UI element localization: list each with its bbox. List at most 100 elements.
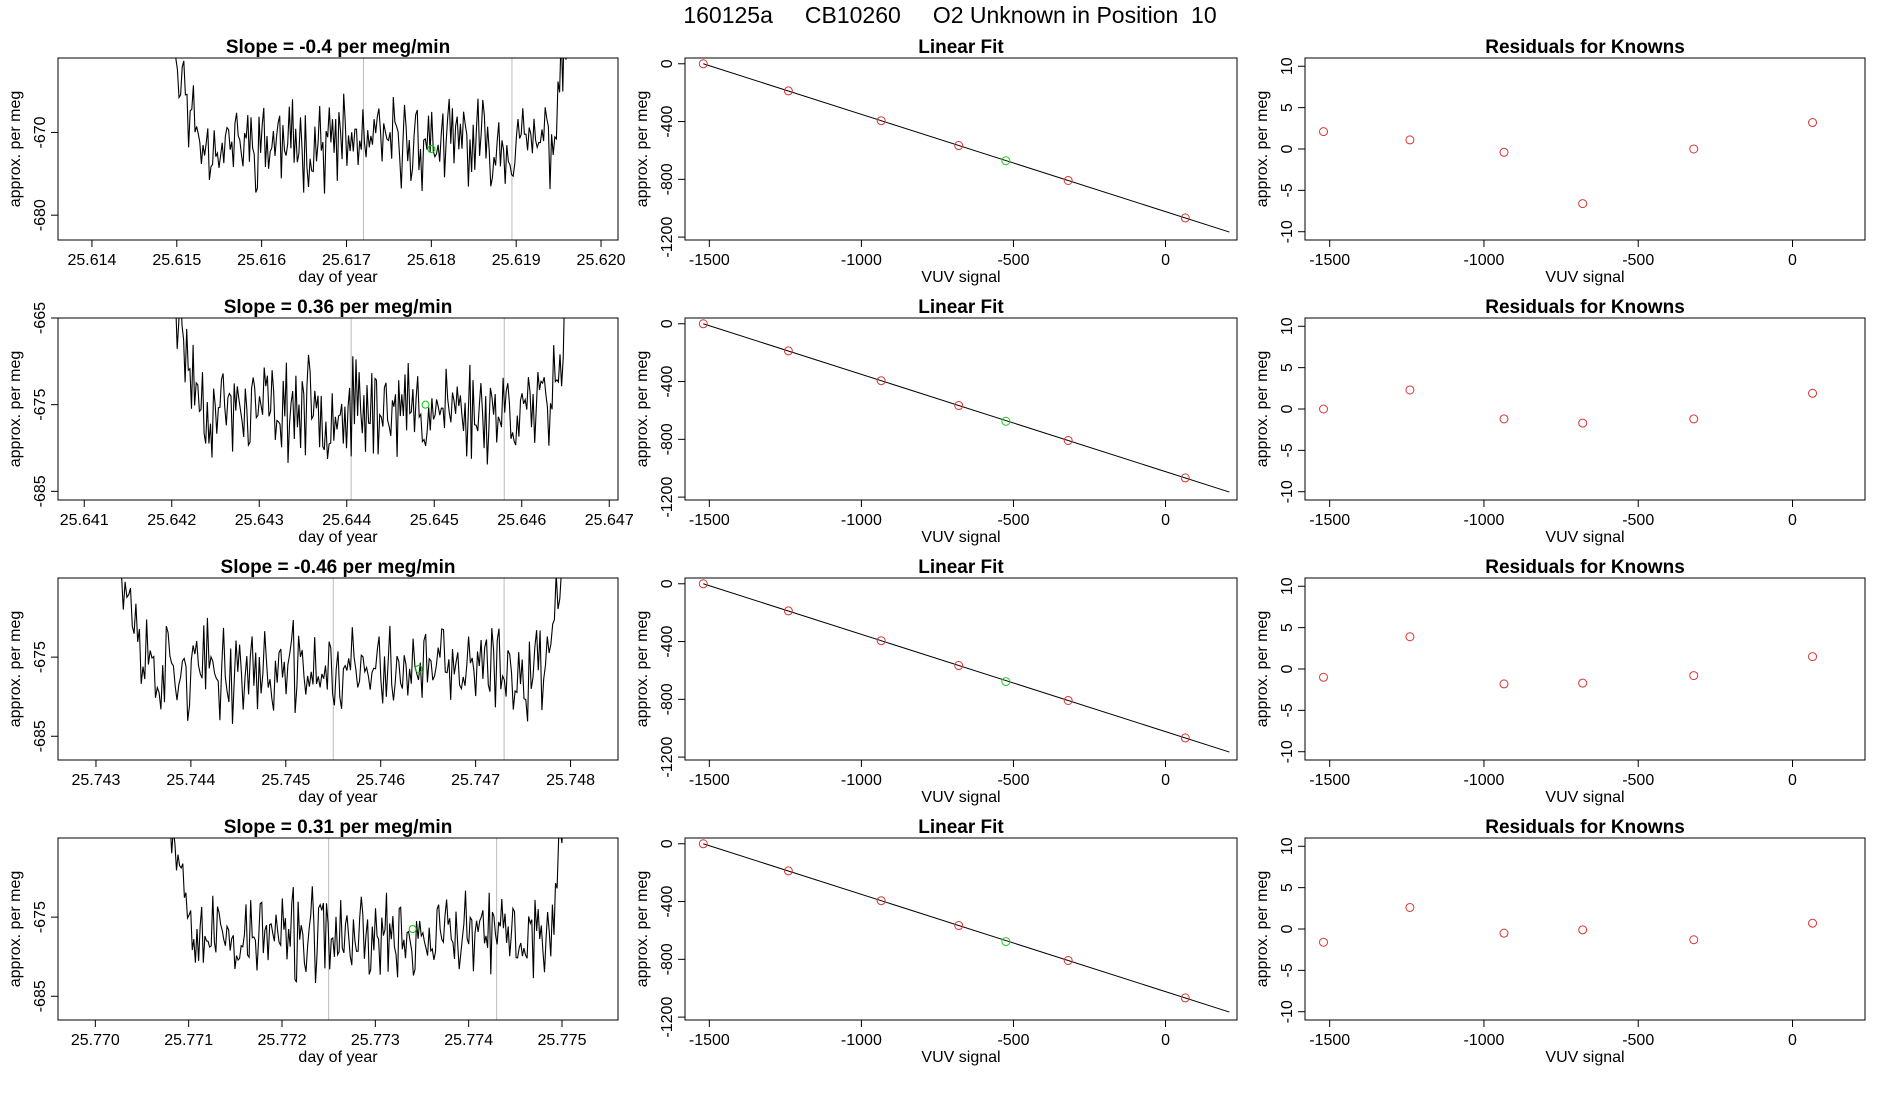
plot-area — [1319, 902, 1818, 947]
y-tick-label: -800 — [659, 943, 676, 975]
x-tick-label: 25.620 — [577, 252, 626, 269]
x-tick-label: 25.645 — [410, 512, 459, 529]
x-tick-label: 25.747 — [451, 772, 500, 789]
y-tick-label: -10 — [1279, 220, 1296, 243]
plot-frame — [1304, 577, 1866, 761]
known-point — [1180, 993, 1190, 1003]
panel-title: Residuals for Knowns — [1485, 297, 1685, 318]
x-tick-label: 25.743 — [71, 772, 120, 789]
y-axis-label: approx. per meg — [7, 91, 24, 208]
x-tick-label: -1000 — [1463, 252, 1504, 269]
x-axis-label: day of year — [298, 1049, 378, 1066]
data-trace — [170, 838, 563, 984]
chart-panel-2: Linear Fit -1500 -1000 -500 0 0 -400 -800 -1200 V… — [634, 37, 1238, 286]
y-tick-label: -685 — [32, 475, 49, 507]
x-tick-label: -1000 — [841, 1032, 882, 1049]
residual-point — [1808, 652, 1818, 662]
known-point — [954, 661, 964, 671]
known-point — [876, 376, 886, 386]
residual-point — [1578, 678, 1588, 688]
residual-point — [1405, 385, 1415, 395]
x-tick-label: 0 — [1161, 1032, 1170, 1049]
x-tick-label: 25.770 — [71, 1032, 120, 1049]
chart-panel-12: Residuals for Knowns -1500 -1000 -500 0 10 5 0 -… — [1254, 817, 1866, 1066]
x-tick-label: -1000 — [841, 772, 882, 789]
y-tick-label: -400 — [659, 885, 676, 917]
y-axis-label: approx. per meg — [634, 91, 651, 208]
x-tick-label: -1000 — [841, 512, 882, 529]
unknown-marker — [427, 145, 436, 153]
plot-frame — [684, 837, 1238, 1021]
plot-area — [121, 578, 562, 760]
x-tick-label: 25.641 — [60, 512, 109, 529]
x-tick-label: 25.773 — [351, 1032, 400, 1049]
panel-title: Residuals for Knowns — [1485, 37, 1685, 58]
x-tick-label: 0 — [1788, 1032, 1797, 1049]
x-axis-label: VUV signal — [1545, 269, 1624, 286]
x-tick-label: 25.617 — [322, 252, 371, 269]
x-tick-label: -1000 — [841, 252, 882, 269]
y-tick-label: 5 — [1279, 883, 1296, 892]
plot-area — [698, 319, 1230, 493]
plot-area — [698, 59, 1230, 233]
residual-point — [1578, 925, 1588, 935]
y-tick-label: 10 — [1279, 57, 1296, 75]
x-tick-label: 25.646 — [497, 512, 546, 529]
residual-point — [1578, 199, 1588, 209]
x-tick-label: 0 — [1161, 512, 1170, 529]
residual-point — [1689, 144, 1699, 154]
x-tick-label: 25.746 — [356, 772, 405, 789]
x-tick-label: 25.744 — [166, 772, 215, 789]
x-tick-label: 25.644 — [322, 512, 371, 529]
y-tick-label: -1200 — [659, 997, 676, 1038]
known-point — [783, 86, 793, 96]
x-axis-label: VUV signal — [921, 269, 1000, 286]
unknown-marker — [421, 400, 430, 409]
x-tick-label: -500 — [1622, 1032, 1654, 1049]
x-tick-label: -500 — [1622, 252, 1654, 269]
y-axis-label: approx. per meg — [7, 351, 24, 468]
known-point — [1063, 175, 1073, 185]
panel-title: Slope = 0.31 per meg/min — [224, 817, 453, 838]
y-tick-label: -400 — [659, 625, 676, 657]
y-axis-label: approx. per meg — [1254, 871, 1271, 988]
plot-area — [170, 838, 563, 1020]
residual-point — [1499, 147, 1509, 157]
y-tick-label: 0 — [659, 579, 676, 588]
chart-panel-1: Slope = -0.4 per meg/min 25.614 25.615 25.6… — [7, 37, 626, 286]
x-tick-label: 25.647 — [585, 512, 634, 529]
plot-frame — [57, 57, 619, 241]
known-point — [1063, 695, 1073, 705]
panel-title: Linear Fit — [918, 817, 1004, 838]
y-tick-label: -1200 — [659, 217, 676, 258]
x-tick-label: 25.772 — [258, 1032, 307, 1049]
known-point — [698, 319, 708, 329]
fit-line — [703, 323, 1230, 493]
plot-area — [173, 318, 565, 500]
x-axis-label: day of year — [298, 789, 378, 806]
y-axis-label: approx. per meg — [7, 871, 24, 988]
y-tick-label: -800 — [659, 163, 676, 195]
fit-line — [703, 63, 1230, 233]
plot-frame — [684, 317, 1238, 501]
x-axis-label: VUV signal — [921, 789, 1000, 806]
y-tick-label: -400 — [659, 105, 676, 137]
plot-frame — [684, 577, 1238, 761]
residual-point — [1689, 671, 1699, 681]
chart-panel-5: Linear Fit -1500 -1000 -500 0 0 -400 -800 -1200 V… — [634, 297, 1238, 546]
x-tick-label: -1500 — [689, 1032, 730, 1049]
plot-area — [698, 839, 1230, 1013]
y-tick-label: 10 — [1279, 577, 1296, 595]
unknown-point — [1001, 937, 1011, 947]
y-tick-label: 0 — [1279, 664, 1296, 673]
residual-point — [1499, 414, 1509, 424]
x-tick-label: -1000 — [1463, 772, 1504, 789]
residual-point — [1405, 135, 1415, 145]
chart-panel-10: Slope = 0.31 per meg/min 25.770 25.771 25.7… — [7, 817, 619, 1066]
y-tick-label: -5 — [1279, 443, 1296, 457]
x-tick-label: -500 — [1622, 772, 1654, 789]
residual-point — [1499, 928, 1509, 938]
residual-point — [1808, 118, 1818, 128]
chart-panel-7: Slope = -0.46 per meg/min 25.743 25.744 25.… — [7, 557, 619, 806]
residual-point — [1499, 679, 1509, 689]
